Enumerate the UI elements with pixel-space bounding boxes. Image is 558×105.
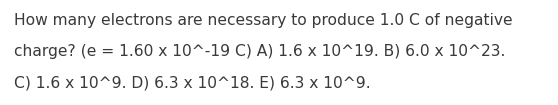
Text: C) 1.6 x 10^9. D) 6.3 x 10^18. E) 6.3 x 10^9.: C) 1.6 x 10^9. D) 6.3 x 10^18. E) 6.3 x … [14,76,371,91]
Text: How many electrons are necessary to produce 1.0 C of negative: How many electrons are necessary to prod… [14,13,513,28]
Text: charge? (e = 1.60 x 10^-19 C) A) 1.6 x 10^19. B) 6.0 x 10^23.: charge? (e = 1.60 x 10^-19 C) A) 1.6 x 1… [14,44,506,59]
